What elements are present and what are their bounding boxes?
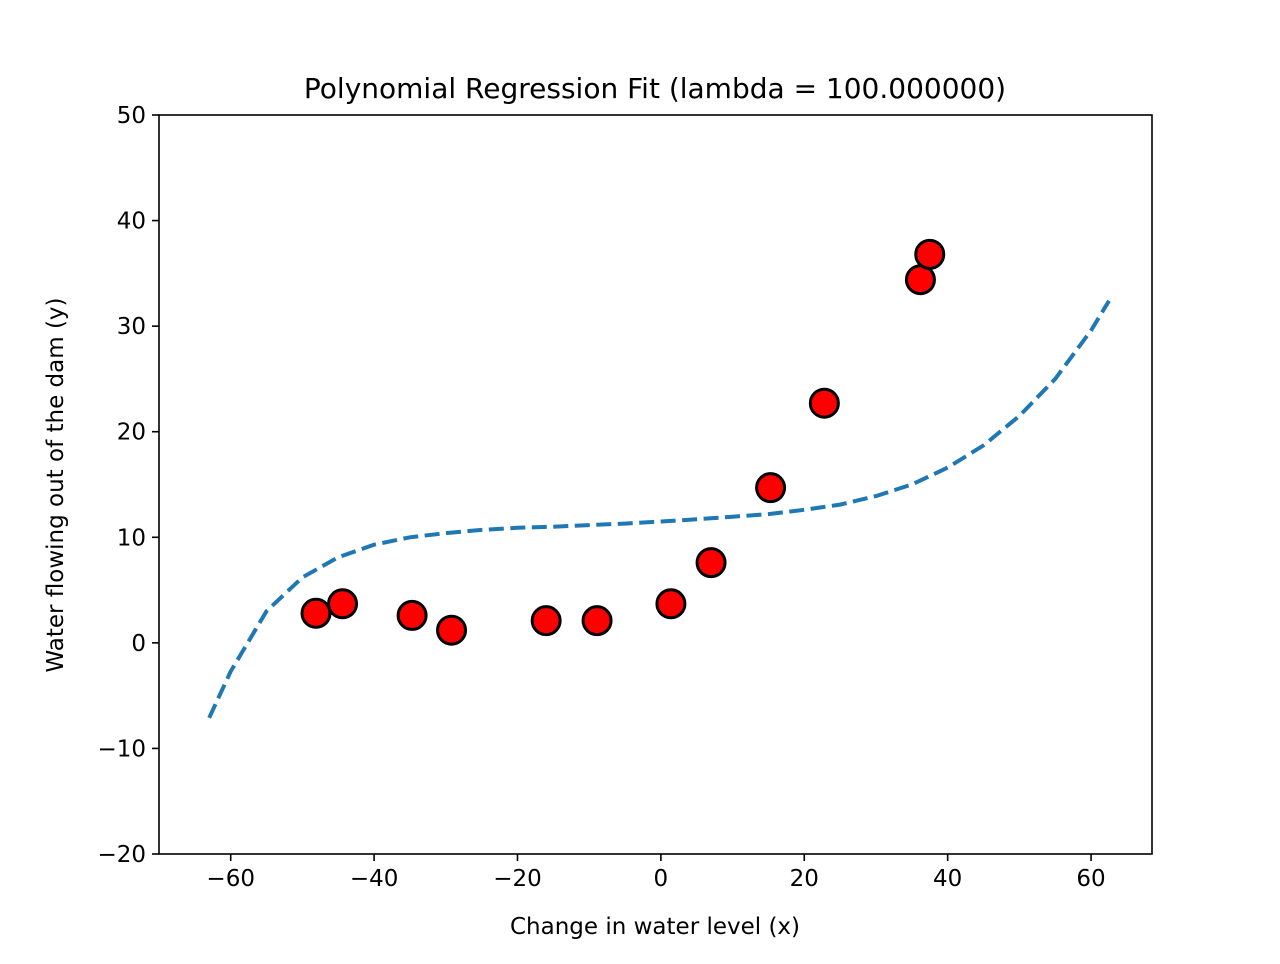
- fit-curve-line: [207, 299, 1111, 719]
- x-tick-label: −60: [206, 866, 255, 892]
- data-point: [904, 264, 936, 296]
- axes-frame: [158, 114, 1153, 855]
- data-point: [655, 588, 687, 620]
- y-tick-label: 30: [117, 314, 146, 340]
- y-tick-label: 40: [117, 209, 146, 235]
- data-point: [396, 599, 428, 631]
- x-tick-label: −20: [493, 866, 542, 892]
- data-point: [436, 614, 468, 646]
- data-point: [695, 547, 727, 579]
- data-point: [914, 238, 946, 270]
- y-tick-label: 0: [131, 631, 146, 657]
- y-tick-label: 20: [117, 420, 146, 446]
- data-point: [530, 605, 562, 637]
- data-point: [755, 472, 787, 504]
- y-axis-label: Water flowing out of the dam (y): [43, 297, 69, 672]
- data-point: [808, 387, 840, 419]
- data-point: [300, 597, 332, 629]
- y-tick-label: −20: [97, 842, 146, 868]
- x-tick-label: 40: [933, 866, 962, 892]
- y-tick-label: 10: [117, 525, 146, 551]
- x-tick-label: −40: [350, 866, 399, 892]
- data-point: [327, 588, 359, 620]
- plot-area: [207, 238, 1111, 719]
- chart-title: Polynomial Regression Fit (lambda = 100.…: [304, 72, 1006, 105]
- x-tick-label: 60: [1076, 866, 1105, 892]
- x-tick-label: 20: [790, 866, 819, 892]
- y-tick-label: 50: [117, 103, 146, 129]
- x-tick-label: 0: [654, 866, 669, 892]
- axes: −60 −40 −20 0 20 40 60 −20 −10 0 10 20 30 40 50: [97, 103, 1153, 892]
- data-point: [581, 605, 613, 637]
- x-axis-label: Change in water level (x): [510, 914, 800, 940]
- y-tick-label: −10: [97, 736, 146, 762]
